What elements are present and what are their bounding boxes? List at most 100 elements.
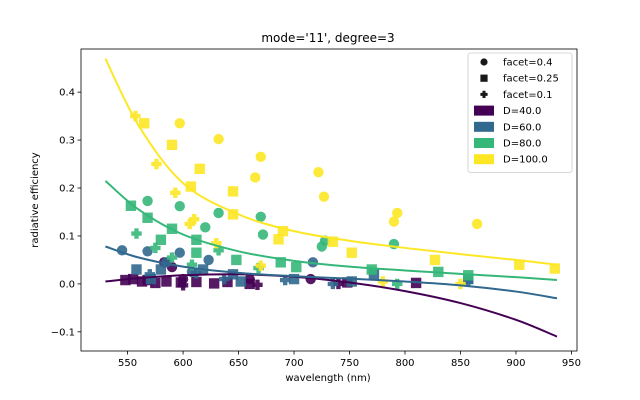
data-point [174,118,185,129]
data-point [131,228,142,239]
data-point [257,229,269,240]
data-point [161,276,172,287]
data-point [392,207,403,219]
y-tick-label: 0.4 [59,88,75,99]
fit-line [105,245,558,300]
data-point [200,222,211,233]
data-point [333,278,344,290]
y-tick-label: 0.1 [59,231,75,242]
legend: facet=0.4 facet=0.25 facet=0.1 D=40.0 D=60.0… [467,52,573,173]
data-point [188,213,200,225]
data-point [318,191,330,202]
y-tick-label: −0.1 [51,327,75,338]
data-point [255,151,266,163]
data-point [142,195,153,207]
data-point [455,278,466,290]
data-point [255,260,266,271]
fit-line [105,273,558,338]
x-tick-label: 550 [118,358,137,369]
data-point [327,278,339,290]
legend-label: D=40.0 [503,106,541,117]
data-point [277,225,289,237]
x-tick-label: 600 [174,358,193,369]
data-point [177,280,189,291]
x-tick-label: 650 [229,358,248,369]
data-point [252,279,263,291]
data-point [218,273,230,285]
x-tick-label: 850 [451,358,470,369]
x-tick-label: 900 [506,358,525,369]
data-point [213,245,224,256]
data-point [463,276,474,287]
data-point [125,200,137,211]
data-point [155,234,167,245]
data-point [549,263,561,274]
chart-title: mode='11', degree=3 [261,31,394,45]
data-point [213,133,224,145]
data-point [471,218,483,230]
data-point [235,276,246,287]
data-point [211,237,222,249]
legend-label: D=60.0 [503,122,541,133]
fit-line [104,58,558,266]
data-point [208,278,220,289]
plot-area [104,58,561,338]
data-point [166,252,178,263]
data-point [279,274,291,286]
legend-label: facet=0.25 [503,74,559,85]
data-point [166,139,178,151]
data-point [288,273,300,285]
legend-label: facet=0.1 [503,90,553,101]
data-point [275,257,286,268]
legend-marker [480,90,488,98]
data-point [144,269,155,280]
data-point [227,209,239,220]
data-point [136,276,148,287]
data-point [227,186,239,197]
data-point [429,254,441,266]
data-point [213,207,224,219]
data-point [130,110,141,122]
data-point [346,247,357,258]
data-point [174,201,185,212]
data-point [184,218,195,230]
y-tick-label: 0.2 [59,184,75,195]
y-tick-label: 0.3 [59,136,75,147]
data-point [186,259,198,270]
x-axis-label: wavelength (nm) [285,373,370,384]
data-point [273,234,284,245]
data-point [191,247,202,258]
x-tick-label: 700 [285,358,304,369]
plot-frame [80,48,578,352]
legend-swatch [474,105,494,116]
data-point [174,247,185,258]
data-point [377,276,389,287]
data-point [155,264,167,275]
legend-label: D=100.0 [503,155,548,166]
legend-label: D=80.0 [503,139,541,150]
y-axis-label: radiative efficiency [30,152,41,248]
data-point [222,276,233,288]
data-point [250,172,261,183]
data-point [170,187,181,199]
data-point [253,262,264,274]
data-point [150,242,161,254]
data-point [291,261,302,273]
data-point [191,268,202,279]
data-point [151,158,162,170]
x-tick-label: 800 [395,358,414,369]
data-point [203,254,214,266]
legend-marker [480,58,488,66]
data-point [231,254,242,266]
x-tick-label: 750 [340,358,359,369]
data-point [191,276,202,288]
data-point [131,264,142,275]
fit-line [104,180,558,282]
data-point [244,273,255,285]
data-point [366,264,377,275]
data-point [316,241,327,252]
data-point [388,216,400,227]
data-point [313,166,324,178]
data-point [194,163,205,175]
